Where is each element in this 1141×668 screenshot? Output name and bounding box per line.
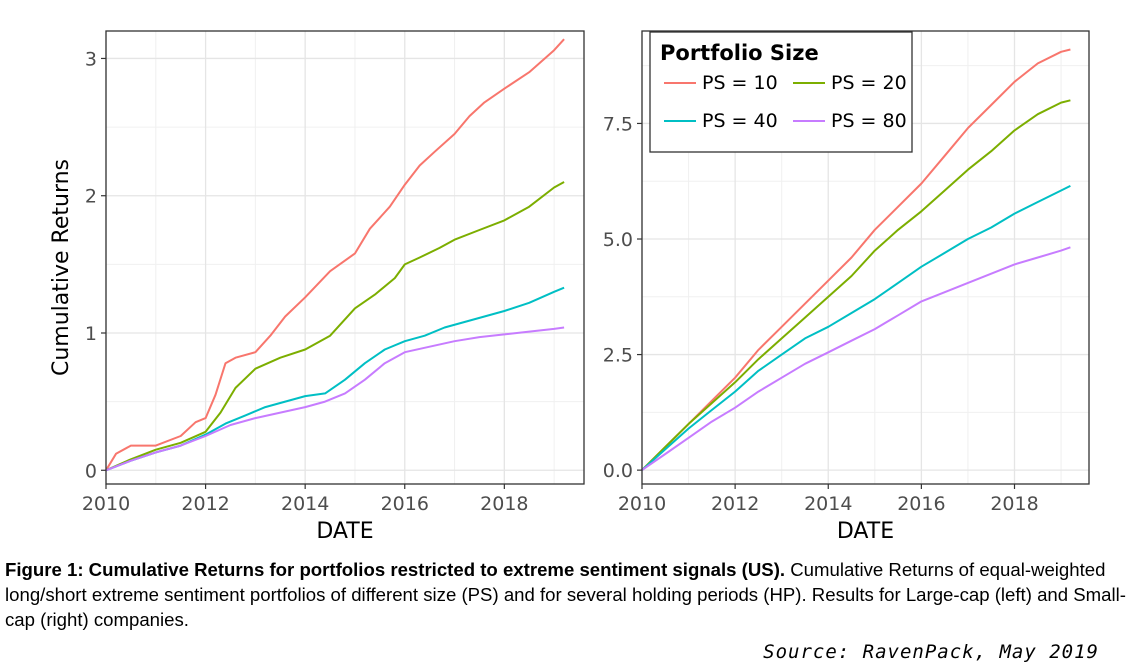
plot-background (106, 31, 584, 484)
x-tick-label: 2014 (281, 493, 329, 515)
x-tick-label: 2018 (480, 493, 528, 515)
y-tick-label: 3 (85, 48, 97, 70)
series-line-20 (105, 181, 565, 472)
panel-border (105, 30, 585, 485)
source-note: Source: RavenPack, May 2019 (763, 641, 1099, 663)
y-axis-title: Cumulative Returns (49, 159, 74, 376)
x-tick-label: 2012 (181, 493, 229, 515)
x-axis-title: DATE (837, 519, 894, 544)
series-line-10 (641, 48, 1071, 471)
y-tick-label: 7.5 (603, 113, 633, 135)
y-tick-label: 5.0 (603, 229, 633, 251)
y-tick-label: 0 (85, 460, 97, 482)
y-tick-label: 2 (85, 186, 97, 208)
legend-item: PS = 20 (793, 72, 907, 94)
legend-title: Portfolio Size (660, 41, 819, 65)
legend-label: PS = 20 (831, 72, 907, 94)
series-line-20 (641, 99, 1071, 471)
chart-panel-large-cap: 2010 2012 2014 2016 2018 0 1 2 3 DATE Cumulative R… (49, 30, 585, 544)
legend-box (649, 31, 913, 153)
x-tick-label: 2016 (381, 493, 429, 515)
figure-caption: Figure 1: Cumulative Returns for portfol… (5, 557, 1139, 632)
figure: 2010 2012 2014 2016 2018 0 1 2 3 DATE Cumulative R… (49, 30, 1090, 544)
legend-item: PS = 80 (793, 110, 907, 132)
series-line-10 (105, 38, 565, 471)
x-tick-label: 2012 (711, 493, 759, 515)
legend: Portfolio Size PS = 10 PS = 20 PS = 40 PS = … (649, 31, 913, 153)
x-axis-title: DATE (316, 519, 373, 544)
x-tick-label: 2010 (82, 493, 130, 515)
caption-title: Figure 1: Cumulative Returns for portfol… (5, 559, 786, 580)
legend-label: PS = 80 (831, 110, 907, 132)
y-tick-label: 1 (85, 323, 97, 345)
y-tick-label: 2.5 (603, 345, 633, 367)
legend-item: PS = 40 (664, 110, 778, 132)
series-line-80 (641, 246, 1071, 471)
legend-item: PS = 10 (664, 72, 778, 94)
series-line-40 (641, 185, 1071, 471)
chart-panel-small-cap: 2010 2012 2014 2016 2018 0.0 2.5 5.0 7.5 DATE Port… (603, 30, 1090, 544)
panel-border (641, 30, 1090, 485)
legend-label: PS = 40 (702, 110, 778, 132)
series-line-80 (105, 326, 565, 472)
caption-body: Cumulative Returns of equal-weighted lon… (5, 559, 1126, 630)
x-tick-label: 2018 (990, 493, 1038, 515)
x-tick-label: 2014 (804, 493, 852, 515)
x-tick-label: 2016 (897, 493, 945, 515)
x-tick-label: 2010 (618, 493, 666, 515)
legend-label: PS = 10 (702, 72, 778, 94)
y-tick-label: 0.0 (603, 460, 633, 482)
